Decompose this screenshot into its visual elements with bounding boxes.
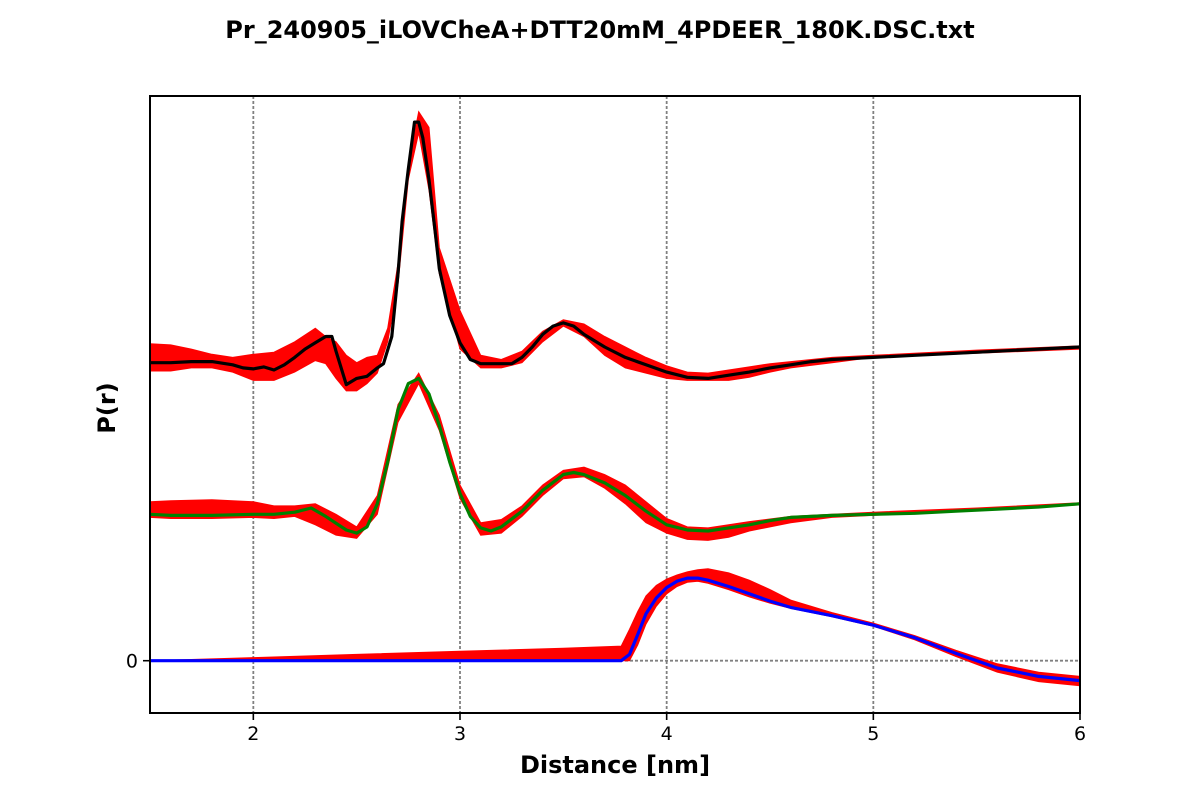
x-axis-label: Distance [nm] bbox=[520, 751, 710, 779]
x-tick-label: 3 bbox=[454, 723, 466, 745]
confidence-band bbox=[150, 110, 1080, 392]
series-line bbox=[150, 376, 1080, 535]
y-axis-label: P(r) bbox=[93, 382, 121, 433]
plot-area: 2 3 4 5 6 0 bbox=[126, 95, 1086, 745]
x-tick-label: 6 bbox=[1074, 723, 1086, 745]
x-tick-label: 5 bbox=[867, 723, 879, 745]
y-tick-label: 0 bbox=[126, 651, 138, 673]
x-tick-label: 2 bbox=[247, 723, 259, 745]
series-line bbox=[150, 120, 1080, 387]
series-line bbox=[150, 576, 1080, 683]
chart-title: Pr_240905_iLOVCheA+DTT20mM_4PDEER_180K.D… bbox=[225, 16, 974, 44]
confidence-band bbox=[150, 568, 1080, 687]
x-tick-label: 4 bbox=[661, 723, 673, 745]
axes-frame bbox=[149, 95, 1081, 714]
confidence-band bbox=[150, 372, 1080, 541]
